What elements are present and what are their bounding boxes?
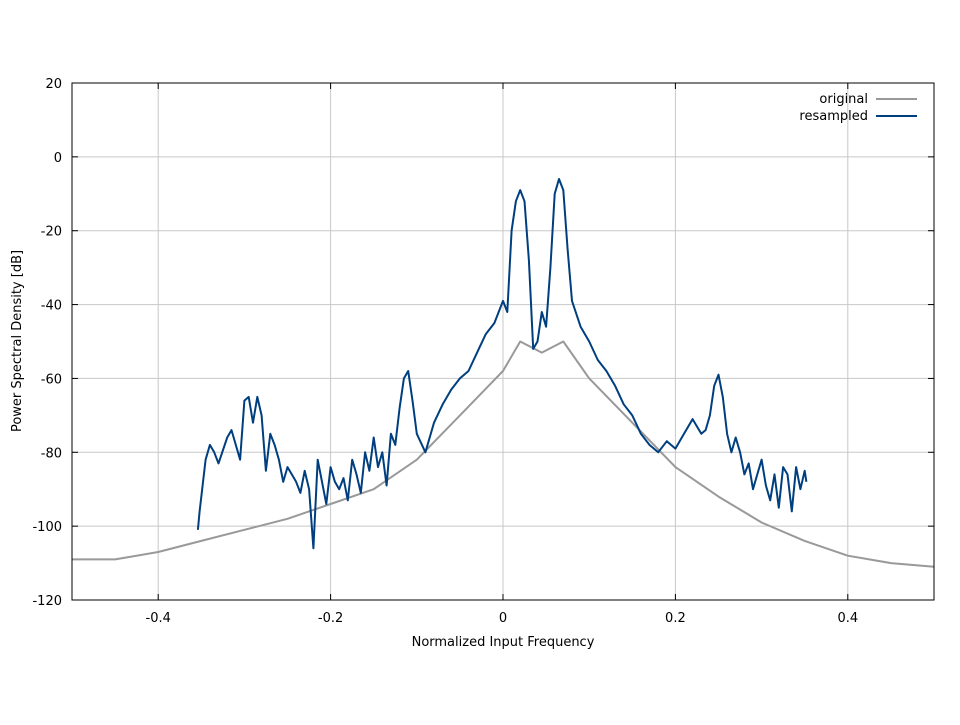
y-tick-label: -80	[41, 446, 62, 461]
axis-ticks: -0.4 -0.2 0 0.2 0.4 -120 -100 -80 -60 -40 -20 0 20	[32, 77, 934, 626]
y-tick-label: -60	[41, 372, 62, 387]
series-line-original	[72, 340, 934, 568]
x-tick-label: -0.4	[146, 611, 171, 626]
legend-label: resampled	[799, 109, 868, 124]
x-tick-label: -0.2	[318, 611, 343, 626]
y-tick-label: -40	[41, 299, 62, 314]
legend-label: original	[819, 92, 868, 107]
y-tick-label: -100	[32, 520, 62, 535]
y-tick-label: -20	[41, 225, 62, 240]
y-tick-label: 20	[45, 77, 62, 92]
plot-area	[72, 178, 934, 568]
x-tick-label: 0	[499, 611, 507, 626]
x-axis-label: Normalized Input Frequency	[412, 635, 595, 650]
y-tick-label: 0	[54, 151, 62, 166]
x-tick-label: 0.2	[665, 611, 686, 626]
y-axis-label: Power Spectral Density [dB]	[10, 250, 25, 432]
x-tick-label: 0.4	[837, 611, 858, 626]
legend: original resampled	[799, 92, 917, 124]
series-line-resampled	[196, 178, 808, 550]
y-tick-label: -120	[32, 594, 62, 609]
